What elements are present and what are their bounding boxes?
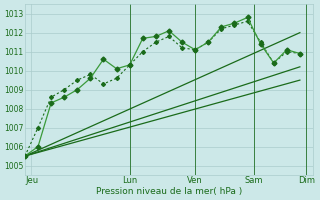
X-axis label: Pression niveau de la mer( hPa ): Pression niveau de la mer( hPa ) [96,187,242,196]
